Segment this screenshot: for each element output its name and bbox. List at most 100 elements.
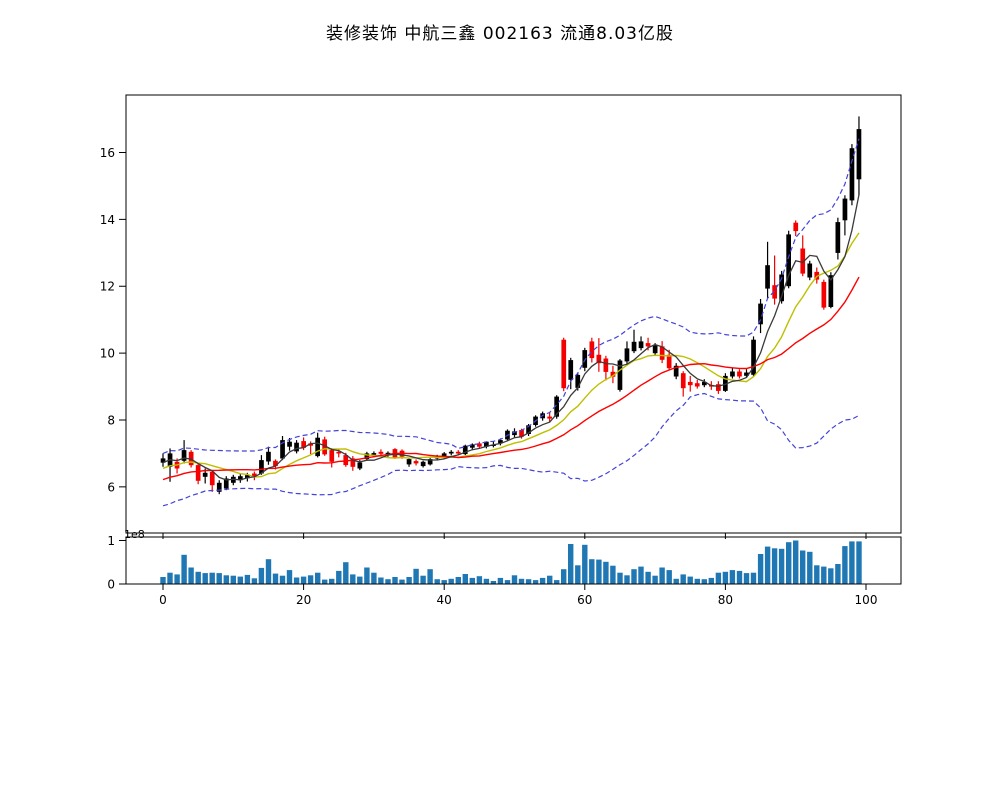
candle-body-up [828,275,834,307]
volume-bar [554,580,560,584]
volume-bar [743,573,750,584]
volume-bar [350,574,356,584]
volume-bar [279,575,286,584]
volume-bar [293,577,300,584]
volume-plot-frame [125,536,902,585]
candle-body-up [406,459,412,465]
volume-bar [645,571,651,584]
candle-body-up [786,234,791,287]
candle-body-up [673,365,679,377]
candle-body-down [519,430,524,437]
candle-body-up [484,441,489,447]
candle-body-up [723,375,728,391]
candle-body-up [617,360,623,390]
volume-bar [378,577,384,584]
bollinger-lower-line [162,392,860,507]
candle-body-up [238,476,243,481]
volume-bar [272,573,279,584]
price-tick-label: 8 [107,413,115,427]
volume-bar [736,570,743,584]
volume-bar [413,568,419,584]
volume-bar [764,546,771,584]
volume-bar [188,567,194,584]
volume-bar [687,576,693,584]
candle-body-up [470,444,475,448]
volume-bar [343,562,349,584]
volume-bar [385,579,391,584]
price-tick-label: 12 [100,280,115,294]
candle-body-up [624,348,630,362]
volume-bar [680,574,686,584]
volume-bar [856,541,862,584]
volume-bar [511,575,518,584]
candle-body-down [659,346,665,360]
volume-bar [420,575,426,584]
candle-body-up [849,148,855,201]
volume-bar [708,577,714,584]
candle-body-down [680,373,686,389]
candle-body-up [638,341,644,349]
volume-bar [202,573,208,584]
volume-bar [483,578,490,584]
price-plot-frame [125,94,902,534]
price-tick-label: 16 [100,146,115,160]
volume-bar [371,572,377,584]
candle-body-down [209,471,215,486]
price-tick-label: 6 [107,480,115,494]
chart-title: 装修装饰 中航三鑫 002163 流通8.03亿股 [326,24,674,44]
volume-bar [771,548,778,584]
volume-bar [244,574,251,584]
volume-bar [504,580,511,584]
candle-body-down [694,383,700,387]
volume-bar [596,559,602,584]
volume-bar [715,572,722,584]
volume-bar [814,565,820,584]
candle-body-up [835,222,841,253]
candle-body-up [631,341,637,352]
candle-body-down [772,285,777,299]
candle-body-up [568,360,574,380]
x-tick-label: 80 [718,593,733,607]
candle-body-down [413,461,419,464]
volume-bar [251,578,258,584]
candle-body-down [645,343,651,347]
candle-body-down [329,450,335,462]
candle-body-up [462,445,468,455]
volume-bar [547,575,553,584]
candle-body-up [448,451,454,454]
volume-bar [307,575,314,584]
candle-body-up [842,198,848,221]
volume-bar [497,577,504,584]
candle-body-up [807,263,813,278]
volume-bar [694,578,700,584]
candle-body-up [160,458,166,463]
volume-bar [265,559,272,584]
candle-body-down [603,358,609,372]
candle-body-up [652,344,658,354]
volume-bar [448,578,454,584]
price-tick-label: 14 [100,213,115,227]
volume-tick-label: 1 [107,534,115,548]
ma10-line [162,232,860,478]
volume-bar [223,575,229,584]
volume-bar [842,546,848,584]
candle-body-down [350,458,356,467]
volume-bar [216,573,222,584]
volume-bar [603,561,609,584]
volume-bar [659,567,665,584]
candle-body-up [371,453,377,455]
volume-bar [364,567,370,584]
x-tick-label: 60 [577,593,592,607]
candle-body-down [737,371,742,377]
volume-bar [786,542,792,584]
candle-body-up [294,442,299,452]
candle-body-up [512,431,517,436]
volume-bar [300,576,307,584]
candle-body-up [744,372,749,376]
candle-body-down [336,451,342,454]
volume-bar [807,551,813,584]
candle-body-up [315,437,320,457]
candle-body-up [575,374,581,388]
volume-bar [167,572,173,584]
